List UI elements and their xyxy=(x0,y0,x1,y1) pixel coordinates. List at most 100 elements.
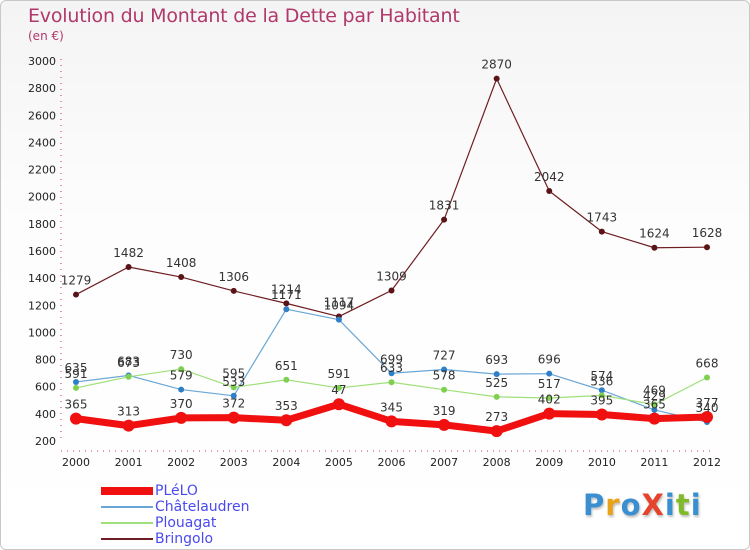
y-tick-label: 1200 xyxy=(28,299,56,312)
y-tick-label: 800 xyxy=(35,354,56,367)
data-point xyxy=(73,378,79,385)
data-label: 1306 xyxy=(218,270,249,284)
logo-letter: P xyxy=(583,488,606,522)
data-label: 353 xyxy=(275,399,298,413)
data-label: 273 xyxy=(485,410,508,424)
data-point xyxy=(388,370,395,377)
data-label: 1309 xyxy=(376,269,407,283)
data-label: 313 xyxy=(117,405,140,419)
proxiti-logo: ProXiti xyxy=(583,488,702,522)
y-tick-label: 3000 xyxy=(28,55,56,68)
data-label: 1171 xyxy=(271,288,302,302)
data-point xyxy=(388,379,395,386)
data-point xyxy=(335,316,342,323)
data-label: 1482 xyxy=(113,246,144,260)
data-point xyxy=(441,216,448,223)
chart-title: Evolution du Montant de la Dette par Hab… xyxy=(28,5,460,27)
data-point xyxy=(230,392,237,399)
x-tick-label: 2009 xyxy=(535,456,563,469)
data-label: 2870 xyxy=(481,58,512,72)
x-tick-label: 2000 xyxy=(62,456,90,469)
legend-swatch xyxy=(101,538,153,540)
data-label: 730 xyxy=(170,348,193,362)
legend-swatch xyxy=(101,506,153,508)
data-point xyxy=(230,287,237,294)
data-point xyxy=(227,411,240,424)
y-tick-label: 1400 xyxy=(28,272,56,285)
data-point xyxy=(648,412,661,425)
data-point xyxy=(388,287,395,294)
data-label: 1279 xyxy=(61,274,92,288)
data-label: 651 xyxy=(275,359,298,373)
data-point xyxy=(441,386,448,393)
x-tick-label: 2002 xyxy=(167,456,195,469)
logo-letter: i xyxy=(664,488,676,522)
legend-label: Châtelaudren xyxy=(155,499,250,515)
x-tick-label: 2001 xyxy=(115,456,143,469)
data-point xyxy=(493,371,500,378)
data-point xyxy=(546,188,553,195)
data-label: 699 xyxy=(380,352,403,366)
data-label: 1628 xyxy=(692,226,723,240)
data-label: 673 xyxy=(117,356,140,370)
legend-swatch xyxy=(101,487,153,495)
data-point xyxy=(441,366,448,373)
logo-letter: r xyxy=(605,488,621,522)
data-point xyxy=(125,373,132,380)
data-point xyxy=(73,291,79,298)
data-point xyxy=(651,244,658,251)
legend: PLéLO Châtelaudren Plouagat Bringolo xyxy=(101,483,361,548)
data-point xyxy=(546,370,553,377)
logo-letter: o xyxy=(620,488,642,522)
y-tick-label: 2800 xyxy=(28,82,56,95)
data-point xyxy=(385,415,398,428)
data-label: 395 xyxy=(590,394,613,408)
data-point xyxy=(493,75,500,82)
data-point xyxy=(335,384,342,391)
data-label: 578 xyxy=(433,369,456,383)
data-label: 372 xyxy=(222,397,245,411)
data-point xyxy=(704,374,710,381)
data-label: 517 xyxy=(538,377,561,391)
data-point xyxy=(332,398,345,411)
data-label: 377 xyxy=(696,396,719,410)
data-label: 365 xyxy=(65,398,88,412)
data-label: 319 xyxy=(433,404,456,418)
data-label: 345 xyxy=(380,400,403,414)
y-tick-label: 1600 xyxy=(28,245,56,258)
data-label: 1831 xyxy=(429,199,460,213)
x-tick-label: 2008 xyxy=(483,456,511,469)
data-point xyxy=(122,419,135,432)
x-tick-label: 2011 xyxy=(640,456,668,469)
data-point xyxy=(598,228,605,235)
data-point xyxy=(493,393,500,400)
data-label: 683 xyxy=(117,354,140,368)
data-point xyxy=(283,300,290,307)
data-point xyxy=(280,414,293,427)
data-label: 402 xyxy=(538,393,561,407)
data-label: 591 xyxy=(327,367,350,381)
logo-letter: i xyxy=(690,488,702,522)
data-point xyxy=(178,386,185,393)
data-label: 1094 xyxy=(324,299,355,313)
data-label: 595 xyxy=(222,366,245,380)
data-point xyxy=(704,244,710,251)
data-label: 1214 xyxy=(271,282,302,296)
data-point xyxy=(70,412,82,425)
legend-item: Bringolo xyxy=(101,531,361,548)
data-point xyxy=(546,394,553,401)
data-label: 429 xyxy=(643,389,666,403)
y-tick-label: 1000 xyxy=(28,326,56,339)
data-label: 525 xyxy=(485,376,508,390)
y-tick-label: 2000 xyxy=(28,191,56,204)
data-point xyxy=(595,408,608,421)
data-label: 469 xyxy=(643,383,666,397)
logo-letter: t xyxy=(675,488,691,522)
legend-swatch xyxy=(101,522,153,524)
data-label: 47 xyxy=(331,383,346,397)
data-point xyxy=(178,366,185,373)
y-tick-label: 600 xyxy=(35,381,56,394)
y-tick-label: 400 xyxy=(35,408,56,421)
